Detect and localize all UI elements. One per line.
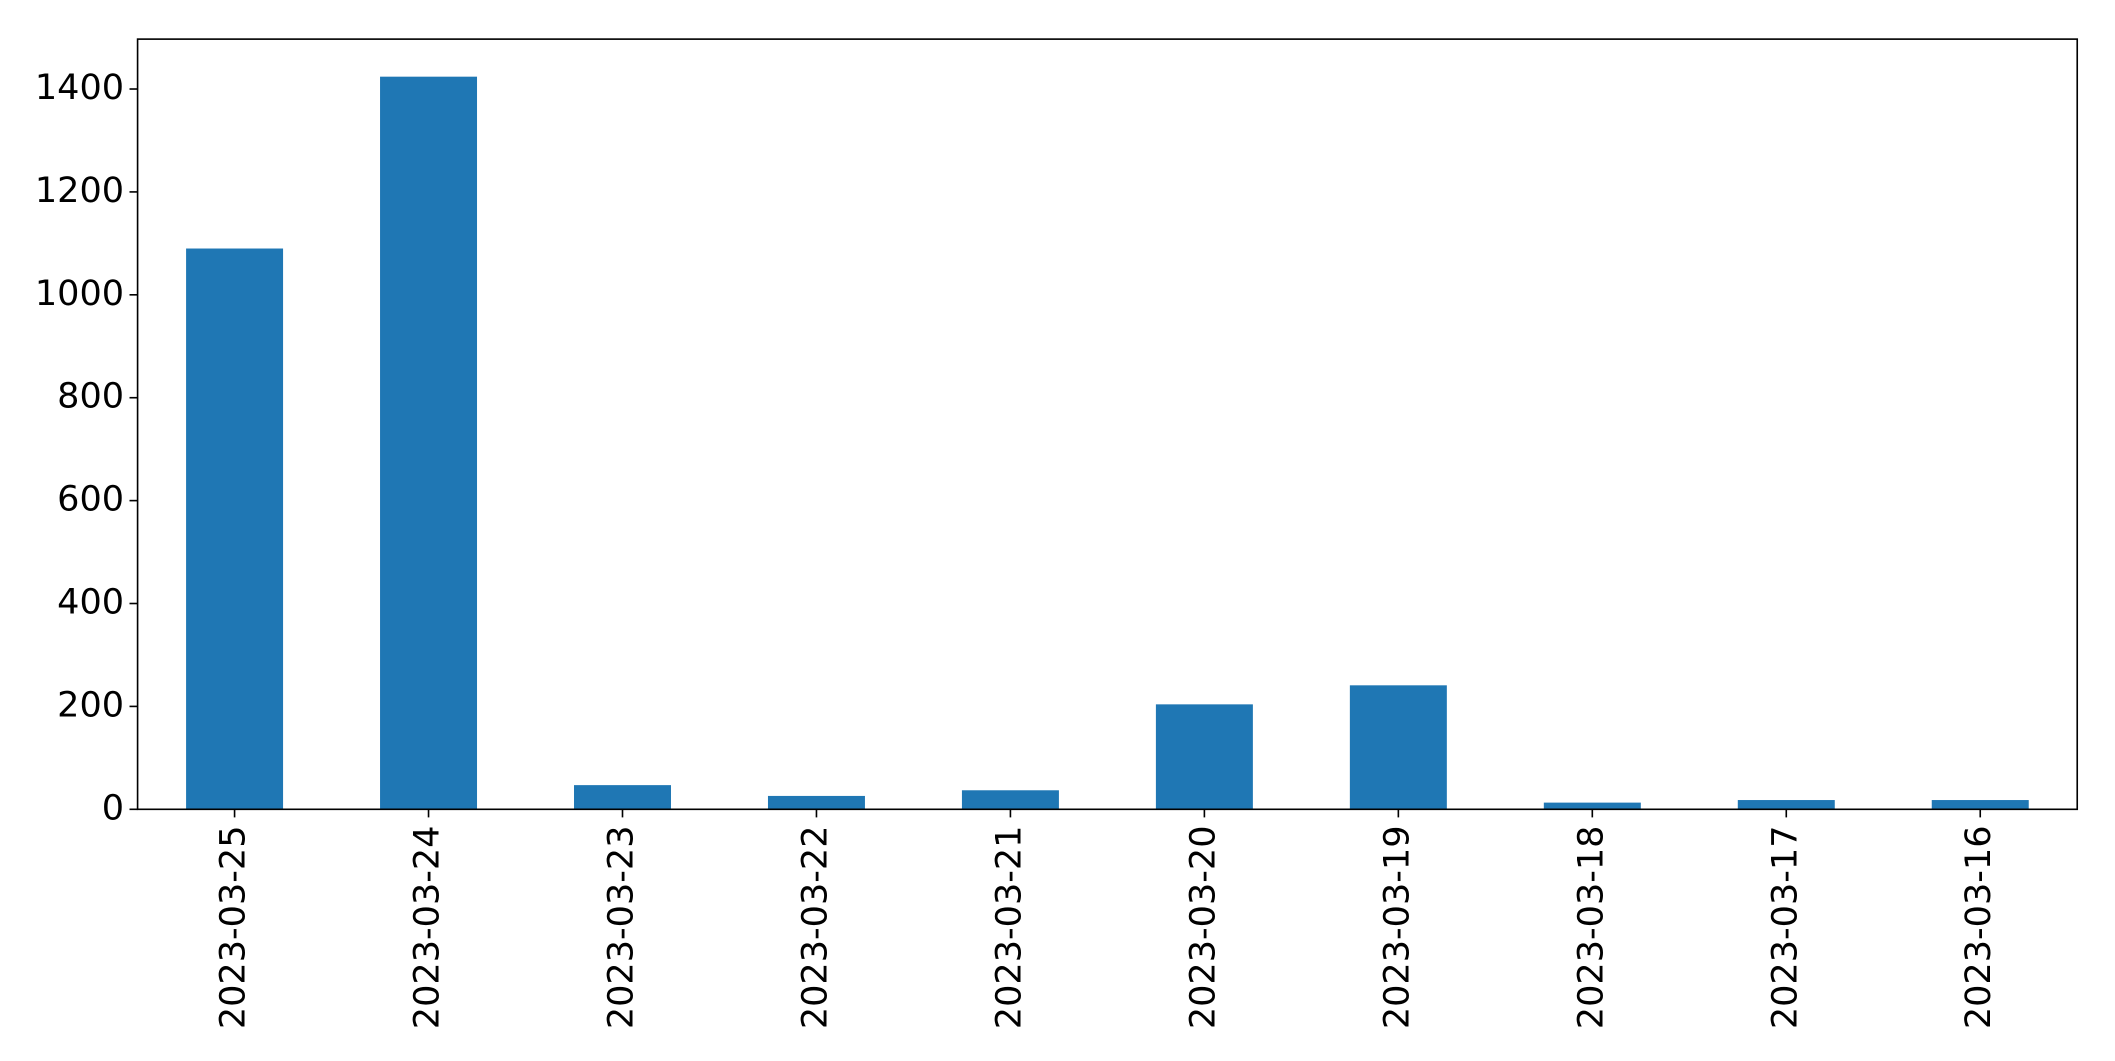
x-tick-label: 2023-03-20 [1182, 825, 1223, 1029]
y-tick-label: 400 [57, 582, 124, 623]
bar [1931, 800, 2029, 810]
y-tick-label: 200 [57, 684, 124, 725]
bar [767, 795, 865, 810]
x-tick-label: 2023-03-23 [600, 825, 641, 1029]
bar [380, 76, 478, 810]
y-tick-label: 800 [57, 376, 124, 417]
bar [1543, 802, 1641, 810]
x-tick-label: 2023-03-18 [1570, 825, 1611, 1029]
bar [1737, 800, 1835, 810]
plot-frame [136, 38, 2079, 811]
x-tick-label: 2023-03-22 [794, 825, 835, 1029]
y-tick-label: 1000 [35, 273, 124, 314]
bar [961, 790, 1059, 810]
bar [574, 785, 671, 810]
y-tick-label: 1400 [35, 67, 124, 108]
bar [186, 248, 284, 810]
x-tick-label: 2023-03-19 [1376, 825, 1417, 1029]
y-tick-label: 1200 [35, 170, 124, 211]
x-tick-label: 2023-03-17 [1764, 825, 1805, 1029]
x-tick-label: 2023-03-21 [988, 825, 1029, 1029]
x-tick-label: 2023-03-16 [1958, 825, 1999, 1029]
x-tick-label: 2023-03-25 [213, 825, 254, 1029]
y-tick-label: 600 [57, 479, 124, 520]
x-tick-label: 2023-03-24 [407, 825, 448, 1029]
bar [1349, 685, 1447, 810]
bar [1155, 704, 1253, 810]
y-tick-label: 0 [102, 787, 124, 828]
